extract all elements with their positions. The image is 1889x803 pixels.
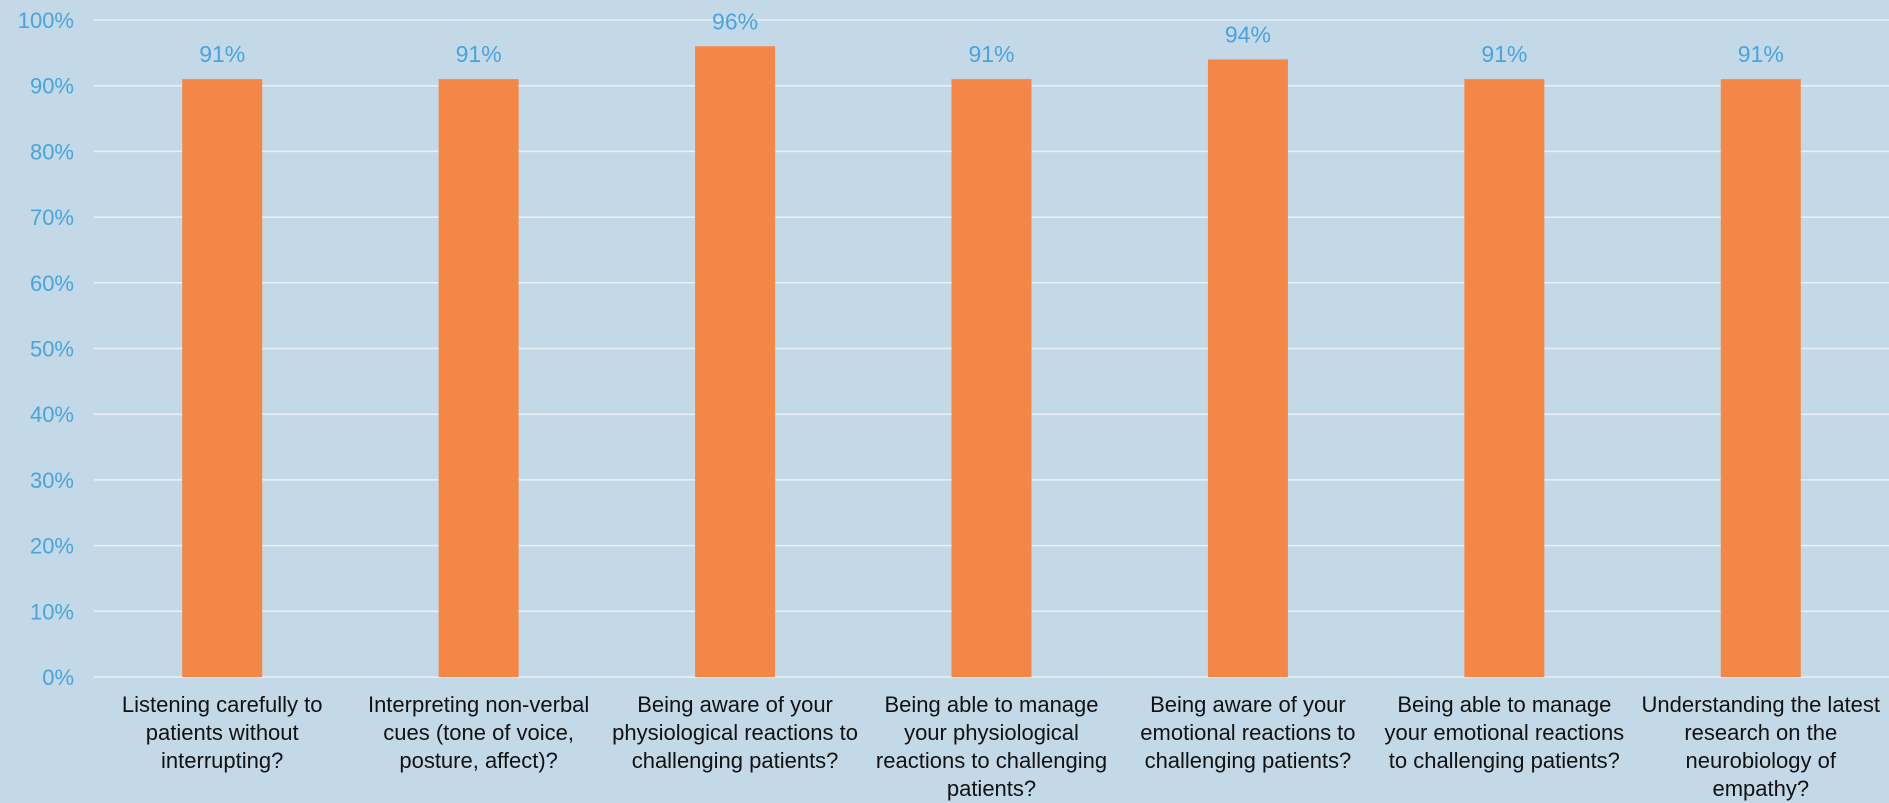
bar (695, 46, 776, 677)
bar (1720, 79, 1801, 677)
y-tick-label: 80% (30, 139, 74, 164)
y-tick-label: 100% (18, 8, 74, 33)
y-tick-label: 60% (30, 271, 74, 296)
y-tick-label: 50% (30, 337, 74, 362)
y-tick-label: 20% (30, 534, 74, 559)
category-label: Being aware of your emotional reactions … (1140, 692, 1356, 773)
category-label: Understanding the latest research on the… (1641, 692, 1881, 801)
y-tick-label: 0% (42, 665, 74, 690)
bar (951, 79, 1032, 677)
y-tick-label: 10% (30, 599, 74, 624)
category-label: Being able to manage your physiological … (875, 692, 1108, 801)
data-label: 94% (1225, 21, 1271, 47)
y-tick-label: 70% (30, 205, 74, 230)
category-label: Being aware of your physiological reacti… (612, 692, 858, 773)
y-tick-label: 30% (30, 468, 74, 493)
y-axis-tick-labels: 0% 10% 20% 30% 40% 50% 60% 70% 80% 90% 100% (18, 8, 74, 690)
data-label: 96% (712, 8, 758, 34)
bar (182, 79, 263, 677)
bar (1464, 79, 1545, 677)
data-label: 91% (1481, 41, 1527, 67)
category-label: Interpreting non-verbal cues (tone of vo… (367, 692, 590, 773)
data-label: 91% (1738, 41, 1784, 67)
bar (1207, 59, 1288, 678)
category-label: Listening carefully to patients without … (121, 692, 323, 773)
bars (182, 46, 1801, 678)
data-label: 91% (456, 41, 502, 67)
category-label: Being able to manage your emotional reac… (1384, 692, 1625, 773)
data-label: 91% (199, 41, 245, 67)
data-labels: 91% 91% 96% 91% 94% 91% 91% (199, 8, 1784, 67)
y-tick-label: 90% (30, 74, 74, 99)
data-label: 91% (968, 41, 1014, 67)
y-tick-label: 40% (30, 402, 74, 427)
bar (438, 79, 519, 677)
